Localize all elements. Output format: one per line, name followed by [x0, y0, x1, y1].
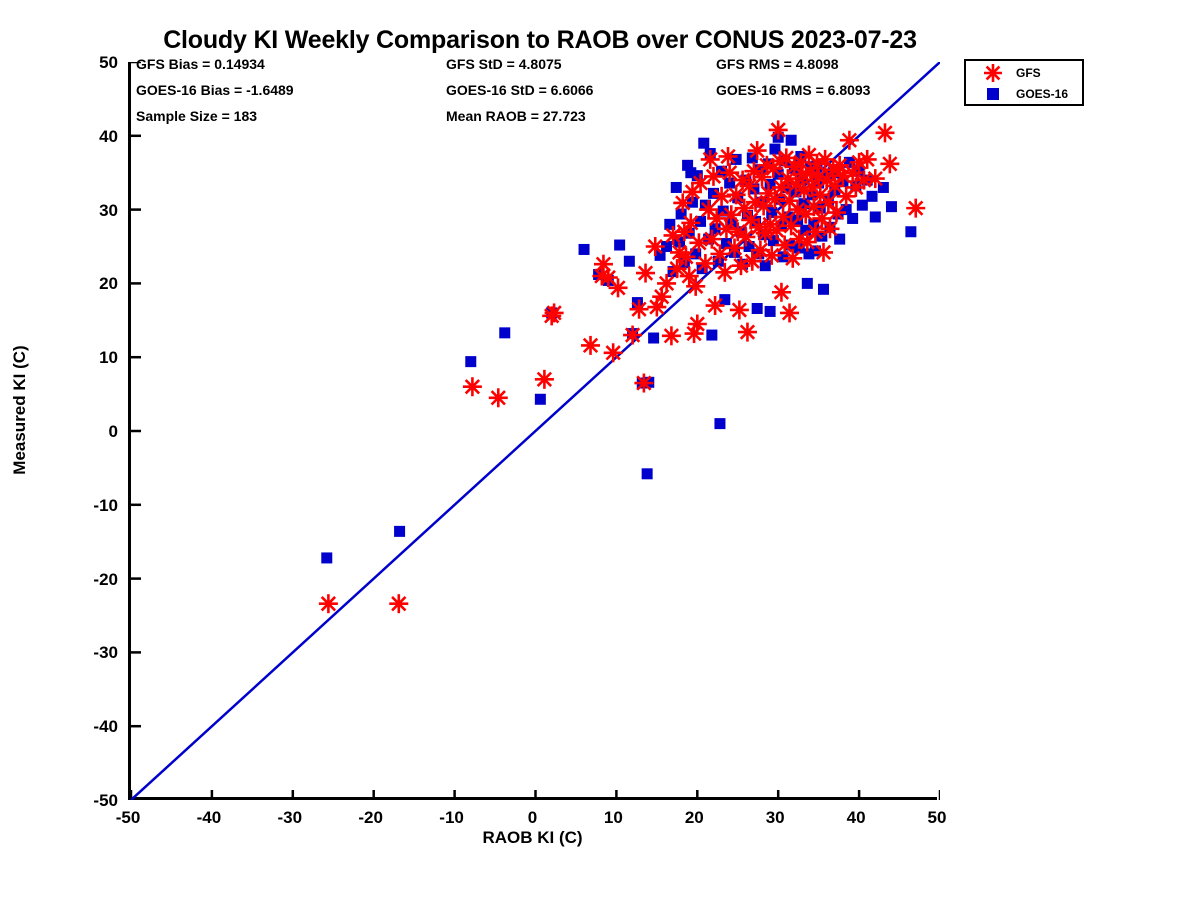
x-tick-label: 20 — [684, 808, 704, 827]
y-tick-label: -40 — [93, 717, 118, 737]
x-tick-label: -20 — [358, 808, 383, 827]
x-tick-label: -30 — [277, 808, 303, 827]
x-tick-label: 30 — [765, 808, 785, 827]
x-tick-label: 40 — [846, 808, 866, 827]
y-axis-title: Measured KI (C) — [10, 345, 29, 475]
legend-label-gfs: GFS — [1016, 65, 1041, 80]
y-tick-label: -50 — [93, 791, 118, 810]
y-tick-label: 0 — [108, 422, 118, 441]
y-tick-label: 30 — [99, 200, 118, 220]
legend-item-gfs[interactable]: GFS — [966, 62, 1084, 83]
asterisk-marker-icon — [976, 63, 1010, 83]
x-tick-label: -50 — [115, 808, 141, 827]
series-gfs-points — [318, 120, 926, 614]
y-tick-label: -30 — [93, 643, 118, 663]
y-tick-label: -10 — [93, 495, 118, 515]
axis-ticks — [131, 62, 940, 800]
x-tick-label: 10 — [603, 808, 623, 827]
legend-item-goes16[interactable]: GOES-16 — [966, 83, 1084, 104]
scatter-plot-canvas — [131, 62, 940, 800]
y-tick-label: 50 — [99, 53, 118, 72]
x-axis-title: RAOB KI (C) — [482, 828, 583, 847]
legend-label-goes16: GOES-16 — [1016, 86, 1069, 101]
x-tick-label: 0 — [527, 808, 538, 827]
y-tick-label: 10 — [99, 348, 118, 368]
plot-area — [128, 62, 940, 800]
x-tick-label: 50 — [927, 808, 947, 827]
x-tick-label: -10 — [439, 808, 464, 827]
legend: GFS GOES-16 — [964, 59, 1084, 106]
y-tick-label: -20 — [93, 569, 118, 589]
y-tick-label: 20 — [99, 274, 118, 294]
page-title: Cloudy KI Weekly Comparison to RAOB over… — [163, 26, 917, 54]
square-marker-icon — [976, 84, 1010, 104]
x-tick-label: -40 — [196, 808, 222, 827]
y-tick-label: 40 — [99, 126, 118, 146]
